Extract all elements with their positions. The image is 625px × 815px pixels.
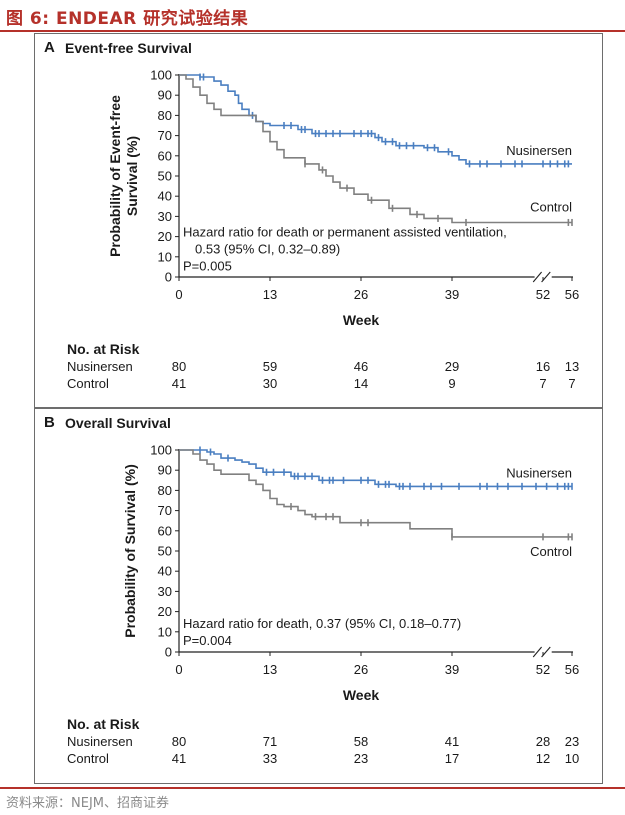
risk-value: 28 [535, 734, 551, 749]
y-axis-title-line: Probability of Event-free [107, 95, 123, 257]
event-free-survival-chart: 0 10 20 30 40 50 60 70 80 90 100 0 13 26 39 52 56 Week Pro… [107, 68, 579, 329]
x-tick-label: 26 [354, 287, 368, 302]
y-tick-label: 100 [150, 68, 172, 83]
y-axis-title: Probability of Survival (%) [122, 464, 138, 637]
overall-survival-chart: 0 10 20 30 40 50 60 70 80 90 100 0 13 26 39 52 56 Week Pro… [122, 443, 579, 704]
risk-value: 23 [353, 751, 369, 766]
source-note: 资料来源：NEJM、招商证券 [6, 796, 169, 811]
x-tick-label: 39 [445, 662, 459, 677]
footer-rule [0, 787, 625, 789]
risk-value: 80 [171, 359, 187, 374]
series-label-nusinersen: Nusinersen [506, 143, 572, 158]
risk-value: 41 [171, 751, 187, 766]
axis-break-mark [532, 646, 543, 658]
risk-value: 58 [353, 734, 369, 749]
y-tick-label: 80 [158, 108, 172, 123]
risk-value: 14 [353, 376, 369, 391]
y-tick-label: 50 [158, 169, 172, 184]
y-tick-label: 0 [165, 270, 172, 285]
y-axis-title: Probability of Event-freeSurvival (%) [107, 95, 140, 257]
figure-title: 图 6: ENDEAR 研究试验结果 [6, 9, 249, 29]
hazard-ratio-annotation-line: 0.53 (95% CI, 0.32–0.89) [195, 242, 340, 257]
risk-row-label-control: Control [67, 751, 109, 766]
risk-row-label-nusinersen: Nusinersen [67, 359, 133, 374]
panel-letter: B [44, 414, 55, 431]
x-tick-label: 13 [263, 662, 277, 677]
risk-row-label-nusinersen: Nusinersen [67, 734, 133, 749]
risk-value: 59 [262, 359, 278, 374]
risk-value: 29 [444, 359, 460, 374]
risk-value: 33 [262, 751, 278, 766]
y-tick-label: 0 [165, 645, 172, 660]
panel-title: Overall Survival [65, 415, 171, 431]
risk-value: 7 [539, 376, 547, 391]
risk-value: 12 [535, 751, 551, 766]
series-label-nusinersen: Nusinersen [506, 465, 572, 480]
series-line-nusinersen [179, 74, 572, 165]
risk-value: 71 [262, 734, 278, 749]
series-label-control: Control [530, 544, 572, 559]
y-tick-label: 70 [158, 128, 172, 143]
x-tick-label: 26 [354, 662, 368, 677]
y-tick-label: 40 [158, 189, 172, 204]
x-tick-label: 52 [536, 662, 550, 677]
risk-value: 10 [564, 751, 580, 766]
risk-value: 23 [564, 734, 580, 749]
x-tick-label: 0 [175, 662, 182, 677]
hazard-ratio-annotation-line: P=0.004 [183, 633, 232, 648]
risk-value: 46 [353, 359, 369, 374]
x-tick-label: 56 [565, 287, 579, 302]
title-rule [0, 30, 625, 32]
panel-letter: A [44, 39, 55, 56]
hazard-ratio-annotation-line: Hazard ratio for death or permanent assi… [183, 225, 507, 240]
panel-title: Event-free Survival [65, 40, 192, 56]
y-tick-label: 70 [158, 503, 172, 518]
risk-value: 41 [171, 376, 187, 391]
risk-value: 30 [262, 376, 278, 391]
y-axis-title-line: Survival (%) [124, 136, 140, 216]
risk-value: 7 [568, 376, 576, 391]
y-tick-label: 10 [158, 624, 172, 639]
series-label-control: Control [530, 199, 572, 214]
risk-table-header: No. at Risk [67, 341, 140, 357]
risk-row-label-control: Control [67, 376, 109, 391]
x-tick-label: 39 [445, 287, 459, 302]
y-tick-label: 90 [158, 463, 172, 478]
y-tick-label: 20 [158, 229, 172, 244]
risk-value: 80 [171, 734, 187, 749]
x-tick-label: 13 [263, 287, 277, 302]
y-tick-label: 40 [158, 564, 172, 579]
y-tick-label: 30 [158, 584, 172, 599]
y-axis-title-line: Probability of Survival (%) [122, 464, 138, 637]
panel-b-overall-survival: B Overall Survival 0 10 20 30 40 50 60 70 80 90 10… [34, 408, 603, 784]
series-line-nusinersen [179, 449, 572, 488]
x-tick-label: 56 [565, 662, 579, 677]
axis-break-mark [532, 271, 543, 283]
risk-value: 9 [448, 376, 456, 391]
y-tick-label: 60 [158, 148, 172, 163]
x-axis-title: Week [343, 687, 380, 703]
risk-value: 13 [564, 359, 580, 374]
y-tick-label: 50 [158, 544, 172, 559]
y-tick-label: 100 [150, 443, 172, 458]
y-tick-label: 80 [158, 483, 172, 498]
risk-value: 17 [444, 751, 460, 766]
x-axis-title: Week [343, 312, 380, 328]
x-tick-label: 0 [175, 287, 182, 302]
series-line-control [179, 74, 572, 224]
y-tick-label: 20 [158, 604, 172, 619]
panel-a-event-free-survival: A Event-free Survival 0 10 20 30 40 50 60 70 80 9… [34, 33, 603, 408]
y-tick-label: 90 [158, 88, 172, 103]
risk-value: 41 [444, 734, 460, 749]
y-tick-label: 30 [158, 209, 172, 224]
y-tick-label: 10 [158, 249, 172, 264]
risk-table-header: No. at Risk [67, 716, 140, 732]
hazard-ratio-annotation-line: Hazard ratio for death, 0.37 (95% CI, 0.… [183, 616, 461, 631]
risk-value: 16 [535, 359, 551, 374]
x-tick-label: 52 [536, 287, 550, 302]
series-line-control [179, 449, 572, 538]
y-tick-label: 60 [158, 523, 172, 538]
hazard-ratio-annotation-line: P=0.005 [183, 259, 232, 274]
